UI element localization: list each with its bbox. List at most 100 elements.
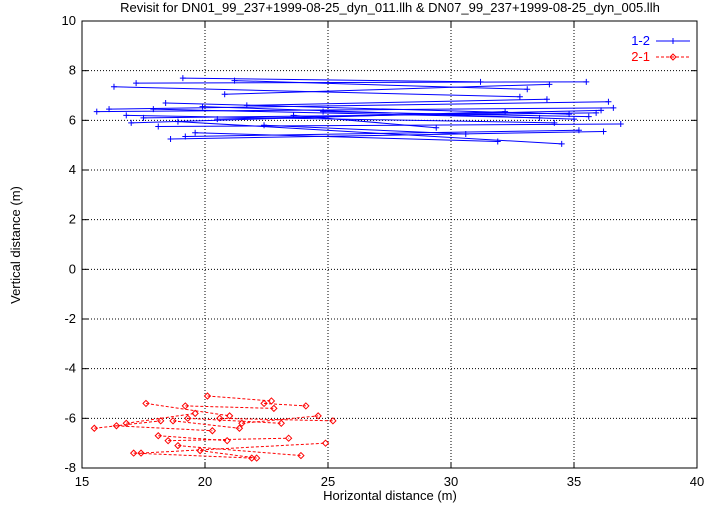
data-point <box>243 102 250 109</box>
data-point <box>137 449 145 457</box>
data-point <box>182 133 189 140</box>
series-segment <box>234 80 528 90</box>
data-point <box>314 412 322 420</box>
axis-ticks: 15 20 25 30 35 40 -8 -6 -4 -2 0 2 4 6 8 10 <box>62 13 705 489</box>
data-point <box>184 414 192 423</box>
legend-marker <box>670 38 676 44</box>
data-point <box>248 454 256 462</box>
series-segment <box>153 108 540 119</box>
y-tick-label: 8 <box>69 63 76 78</box>
series-segment <box>264 124 466 135</box>
data-point <box>154 432 162 440</box>
series-0 <box>93 75 624 147</box>
data-point <box>174 118 181 125</box>
series-segment <box>165 102 570 115</box>
data-point <box>225 412 234 420</box>
data-point <box>140 114 147 121</box>
data-point <box>192 129 199 136</box>
x-tick-label: 20 <box>198 474 212 489</box>
series-segment <box>224 83 550 95</box>
y-tick-label: 2 <box>69 212 76 227</box>
data-point <box>261 122 268 129</box>
x-tick-label: 30 <box>444 474 458 489</box>
data-point <box>575 127 582 134</box>
y-tick-label: 0 <box>69 261 76 276</box>
data-point <box>462 130 469 137</box>
data-point <box>329 417 337 425</box>
data-point <box>536 114 543 121</box>
data-point <box>605 98 612 105</box>
series-segment <box>116 425 213 432</box>
series-segment <box>293 114 437 129</box>
series-segment <box>94 420 161 429</box>
data-point <box>122 419 130 428</box>
data-point <box>558 140 565 147</box>
data-point <box>551 119 558 126</box>
data-point <box>164 436 172 445</box>
data-point <box>169 417 177 425</box>
series-segment <box>323 111 589 118</box>
data-point <box>566 111 573 118</box>
series-segment <box>177 445 301 457</box>
data-point <box>593 109 600 116</box>
data-point <box>110 83 117 90</box>
data-point <box>502 108 509 115</box>
data-point <box>543 96 550 103</box>
data-point <box>203 392 212 400</box>
data-point <box>585 113 592 120</box>
data-point <box>90 424 99 432</box>
data-point <box>235 424 244 432</box>
data-point <box>302 402 310 410</box>
series-segment <box>96 107 614 113</box>
data-point <box>123 112 130 119</box>
y-tick-label: -2 <box>64 311 76 326</box>
series-segment <box>207 395 272 402</box>
data-point <box>174 441 182 450</box>
chart-title: Revisit for DN01_99_237+1999-08-25_dyn_0… <box>120 0 660 15</box>
data-point <box>223 436 231 445</box>
data-point <box>112 422 121 430</box>
legend-label: 2-1 <box>631 49 650 64</box>
series-segment <box>126 412 196 424</box>
series-segment <box>187 417 282 424</box>
series-segment <box>136 81 587 84</box>
series-segment <box>219 417 333 422</box>
grid-lines <box>82 21 697 468</box>
data-point <box>516 93 523 100</box>
data-point <box>252 454 261 462</box>
data-point <box>277 419 285 428</box>
data-point <box>214 116 221 123</box>
y-tick-label: 4 <box>69 162 76 177</box>
data-point <box>129 449 138 457</box>
data-point <box>290 112 297 119</box>
y-tick-label: 10 <box>62 13 76 28</box>
x-tick-label: 35 <box>567 474 581 489</box>
data-point <box>216 414 224 423</box>
data-point <box>238 419 246 428</box>
data-point <box>191 409 199 418</box>
legend: 1-22-1 <box>631 33 690 64</box>
data-point <box>494 138 501 145</box>
data-point <box>221 91 228 98</box>
x-tick-label: 25 <box>321 474 335 489</box>
y-tick-label: -6 <box>64 410 76 425</box>
data-point <box>181 402 190 410</box>
series-segment <box>172 420 240 429</box>
data-point <box>155 123 162 130</box>
data-point <box>179 75 186 82</box>
data-point <box>93 108 100 115</box>
data-point <box>284 434 293 442</box>
legend-marker <box>669 53 677 61</box>
data-point <box>199 103 206 110</box>
x-axis-title: Horizontal distance (m) <box>323 488 457 503</box>
series-segment <box>170 131 604 140</box>
x-tick-label: 15 <box>75 474 89 489</box>
y-tick-label: -4 <box>64 361 76 376</box>
x-tick-label: 40 <box>690 474 704 489</box>
y-tick-label: -8 <box>64 460 76 475</box>
series-segment <box>145 402 230 417</box>
y-axis-title: Vertical distance (m) <box>8 186 23 304</box>
data-point <box>583 78 590 85</box>
data-point <box>231 77 238 84</box>
